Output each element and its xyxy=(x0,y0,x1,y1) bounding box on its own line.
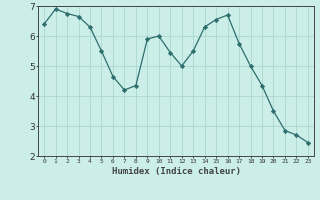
X-axis label: Humidex (Indice chaleur): Humidex (Indice chaleur) xyxy=(111,167,241,176)
